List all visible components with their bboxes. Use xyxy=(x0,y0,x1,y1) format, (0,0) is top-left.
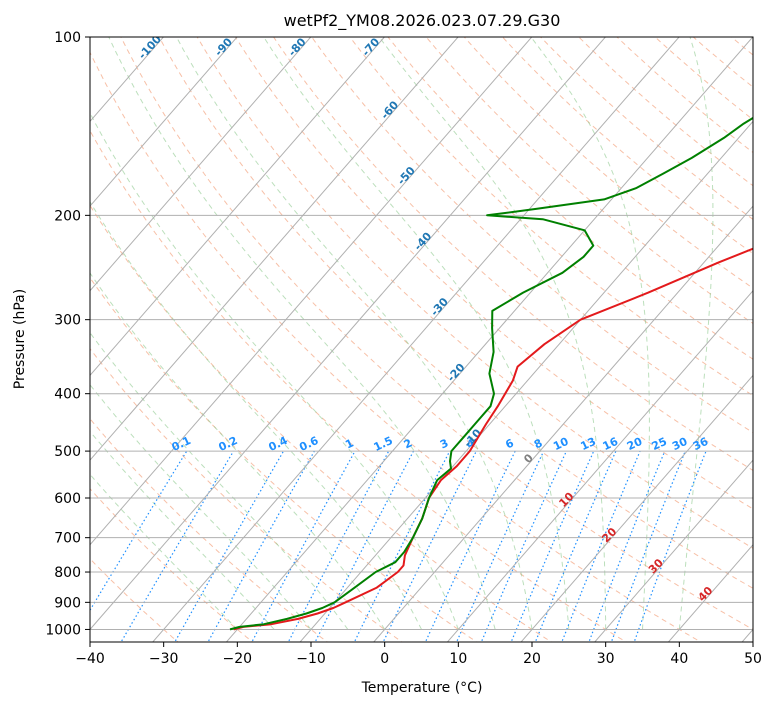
moist-adiabat xyxy=(678,37,714,630)
y-tick-label: 100 xyxy=(54,30,81,46)
moist-adiabat xyxy=(263,37,570,630)
x-tick-label: −20 xyxy=(223,651,253,667)
y-tick-label: 600 xyxy=(54,491,81,507)
mixing-ratio-line xyxy=(561,450,641,642)
x-tick-label: 20 xyxy=(523,651,541,667)
y-tick-label: 1000 xyxy=(45,622,81,638)
isotherm-line xyxy=(90,37,533,546)
isotherm-line xyxy=(373,205,753,642)
isotherm-line xyxy=(90,37,386,377)
moist-adiabat xyxy=(90,272,386,630)
grid-lines xyxy=(90,37,753,642)
mixing-ratio-label: 36 xyxy=(691,435,711,453)
y-tick-label: 800 xyxy=(54,565,81,581)
temperature-trace xyxy=(233,247,753,631)
x-axis-label: Temperature (°C) xyxy=(361,680,483,696)
moist-adiabat xyxy=(90,473,238,630)
mixing-ratio-line xyxy=(610,450,686,642)
x-tick-label: 30 xyxy=(597,651,615,667)
dry-adiabat xyxy=(90,129,628,642)
dry-adiabat xyxy=(158,37,753,589)
mixing-ratio-label: 25 xyxy=(650,435,669,453)
isotherm-line xyxy=(152,37,680,642)
dry-adiabat xyxy=(463,37,753,289)
mixing-ratio-line xyxy=(633,450,707,642)
mixing-ratio-line xyxy=(90,450,188,612)
x-tick-label: 0 xyxy=(380,651,389,667)
dry-adiabat xyxy=(273,37,753,471)
y-axis: 100 200 300 400 500 600 700 800 900 1000 xyxy=(45,30,90,638)
mixing-ratio-line xyxy=(314,450,415,642)
y-tick-label: 500 xyxy=(54,444,81,460)
plot-frame xyxy=(89,36,754,643)
y-tick-label: 300 xyxy=(54,313,81,329)
y-tick-label: 900 xyxy=(54,595,81,611)
isotherm-line xyxy=(225,37,753,642)
mixing-ratio-line xyxy=(287,450,390,642)
isotherm-line xyxy=(90,37,238,207)
y-axis-label: Pressure (hPa) xyxy=(12,289,28,389)
isotherm-line xyxy=(520,374,753,642)
sounding-traces xyxy=(229,116,753,631)
isotherm-line xyxy=(594,459,753,642)
y-tick-label: 700 xyxy=(54,531,81,547)
dry-adiabat xyxy=(234,37,753,510)
moist-adiabat xyxy=(90,111,459,630)
mixing-ratio-label: 16 xyxy=(601,435,621,453)
dry-adiabat xyxy=(90,347,403,642)
dry-adiabat xyxy=(387,37,753,360)
moist-adiabat xyxy=(176,37,533,630)
mixing-ratio-line xyxy=(534,450,617,642)
mixing-ratio-line xyxy=(424,450,516,642)
moist-adiabat xyxy=(530,37,650,630)
mixing-ratio-label: 30 xyxy=(670,435,690,453)
x-tick-label: −10 xyxy=(296,651,326,667)
mixing-ratio-label: 20 xyxy=(625,435,645,453)
x-tick-label: 50 xyxy=(744,651,762,667)
x-tick-label: −30 xyxy=(149,651,179,667)
isotherm-line xyxy=(299,120,753,642)
isotherm-line xyxy=(90,37,312,292)
isotherm-line xyxy=(90,37,607,631)
x-tick-label: 10 xyxy=(449,651,467,667)
chart-title: wetPf2_YM08.2026.023.07.29.G30 xyxy=(284,11,561,31)
moist-adiabat xyxy=(90,430,275,630)
dry-adiabat xyxy=(349,37,753,397)
isotherm-line xyxy=(90,37,459,461)
moist-adiabat xyxy=(378,37,607,630)
dry-adiabat xyxy=(196,37,753,549)
moist-adiabat xyxy=(90,200,422,630)
x-tick-label: 40 xyxy=(670,651,688,667)
mixing-ratio-label: 13 xyxy=(579,435,598,453)
isotherm-line xyxy=(446,289,753,642)
y-tick-label: 200 xyxy=(54,208,81,224)
moist-adiabat xyxy=(90,383,312,630)
mixing-ratio-line xyxy=(588,450,666,642)
x-tick-label: −40 xyxy=(75,651,105,667)
x-axis: −40 −30 −20 −10 0 10 20 30 40 50 xyxy=(75,642,762,667)
y-tick-label: 400 xyxy=(54,387,81,403)
dry-adiabat xyxy=(90,418,329,642)
dewpoint-trace xyxy=(229,116,753,631)
mixing-ratio-label: 10 xyxy=(551,435,571,453)
